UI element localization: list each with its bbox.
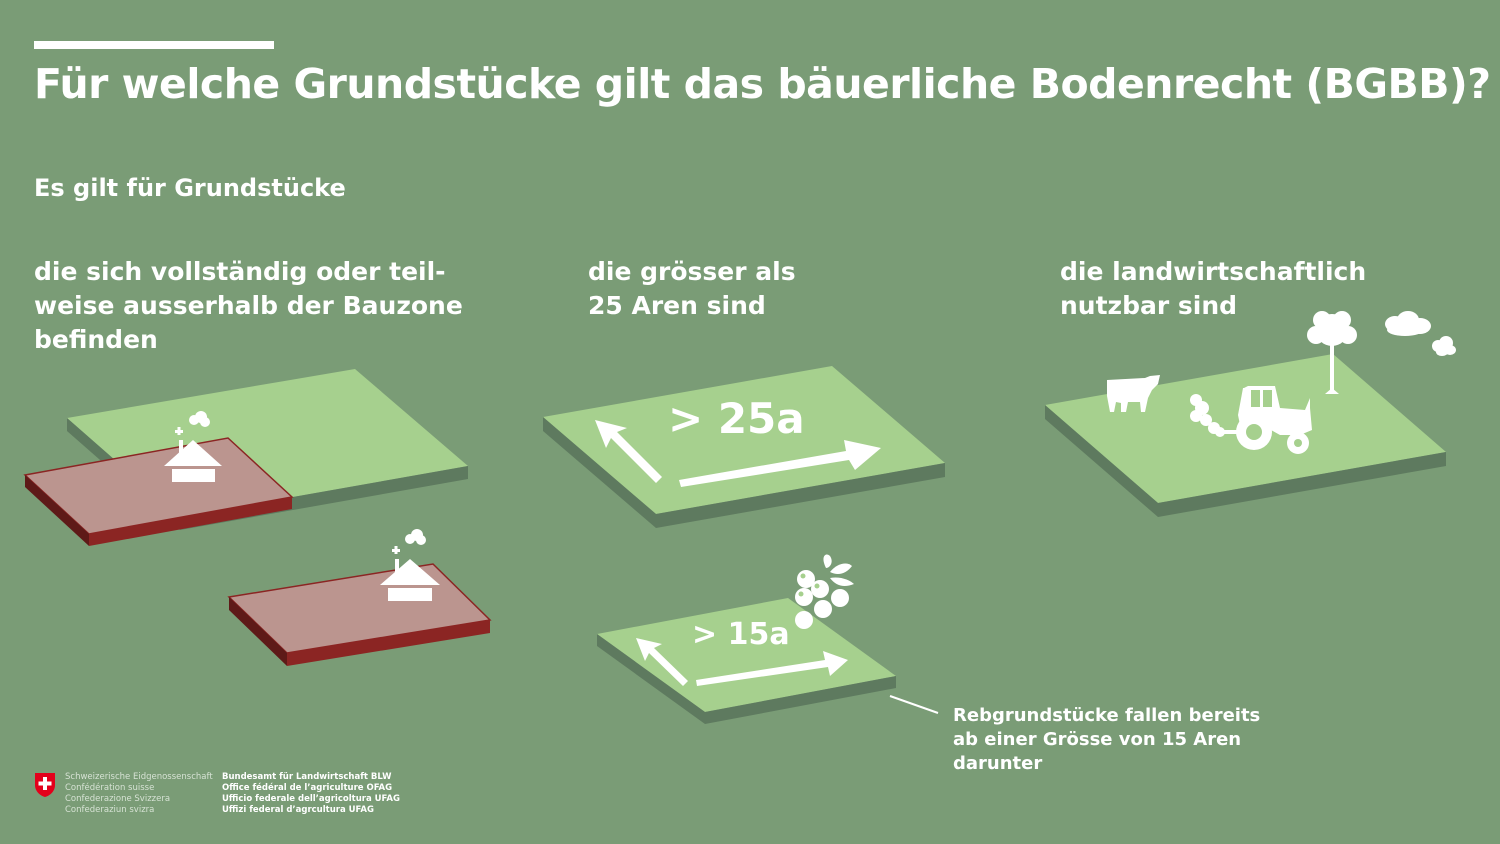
label-15-ares: > 15a [692,617,790,652]
cloud-icon [1385,311,1431,336]
label-25-ares: > 25a [668,394,805,443]
plot-outside-building-zone [227,529,492,666]
office-name: Bundesamt für Landwirtschaft BLW Office … [222,772,400,815]
house-icon [380,529,440,601]
page-subtitle: Es gilt für Grundstücke [34,174,346,202]
plot-vineyard-over-15-ares [597,554,896,724]
cow-icon [1107,375,1160,412]
house-icon [164,411,222,482]
criterion-size: die grösser als 25 Aren sind [588,257,796,320]
criterion-outside-building-zone: die sich vollständig oder teil- weise au… [34,257,463,354]
vineyard-note: Rebgrundstücke fallen bereits ab einer G… [953,705,1261,774]
tree-icon [1307,311,1357,394]
arrow-icon [636,638,848,686]
arrow-icon [595,420,881,487]
plot-partially-outside [23,369,468,546]
page-title: Für welche Grundstücke gilt das bäuerlic… [34,60,1491,108]
criterion-agricultural-use: die landwirtschaftlich nutzbar sind [1060,257,1367,320]
plot-agricultural [1045,311,1456,517]
callout-line [889,695,939,714]
grapes-icon [795,554,854,629]
cloud-icon [1432,336,1456,356]
tractor-icon [1190,386,1312,454]
title-accent-bar [34,41,274,49]
plot-over-25-ares [543,366,945,528]
confederation-name: Schweizerische Eidgenossenschaft Confédé… [65,772,213,815]
swiss-shield-icon [35,773,55,797]
